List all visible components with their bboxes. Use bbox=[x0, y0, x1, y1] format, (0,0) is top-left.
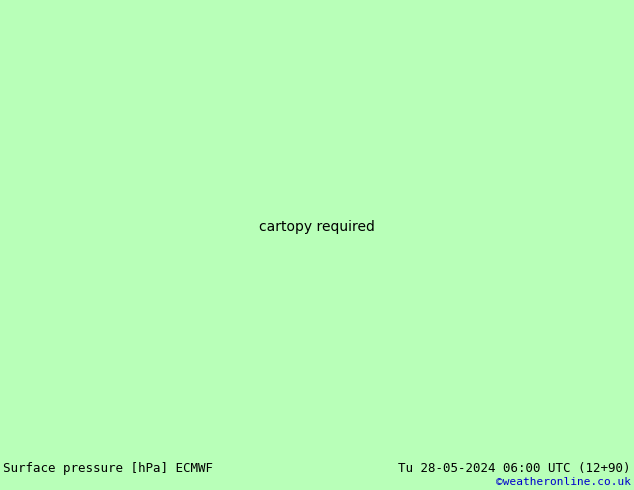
Text: ©weatheronline.co.uk: ©weatheronline.co.uk bbox=[496, 477, 631, 487]
Text: Surface pressure [hPa] ECMWF: Surface pressure [hPa] ECMWF bbox=[3, 462, 213, 475]
Text: cartopy required: cartopy required bbox=[259, 220, 375, 234]
Text: Tu 28-05-2024 06:00 UTC (12+90): Tu 28-05-2024 06:00 UTC (12+90) bbox=[399, 462, 631, 475]
